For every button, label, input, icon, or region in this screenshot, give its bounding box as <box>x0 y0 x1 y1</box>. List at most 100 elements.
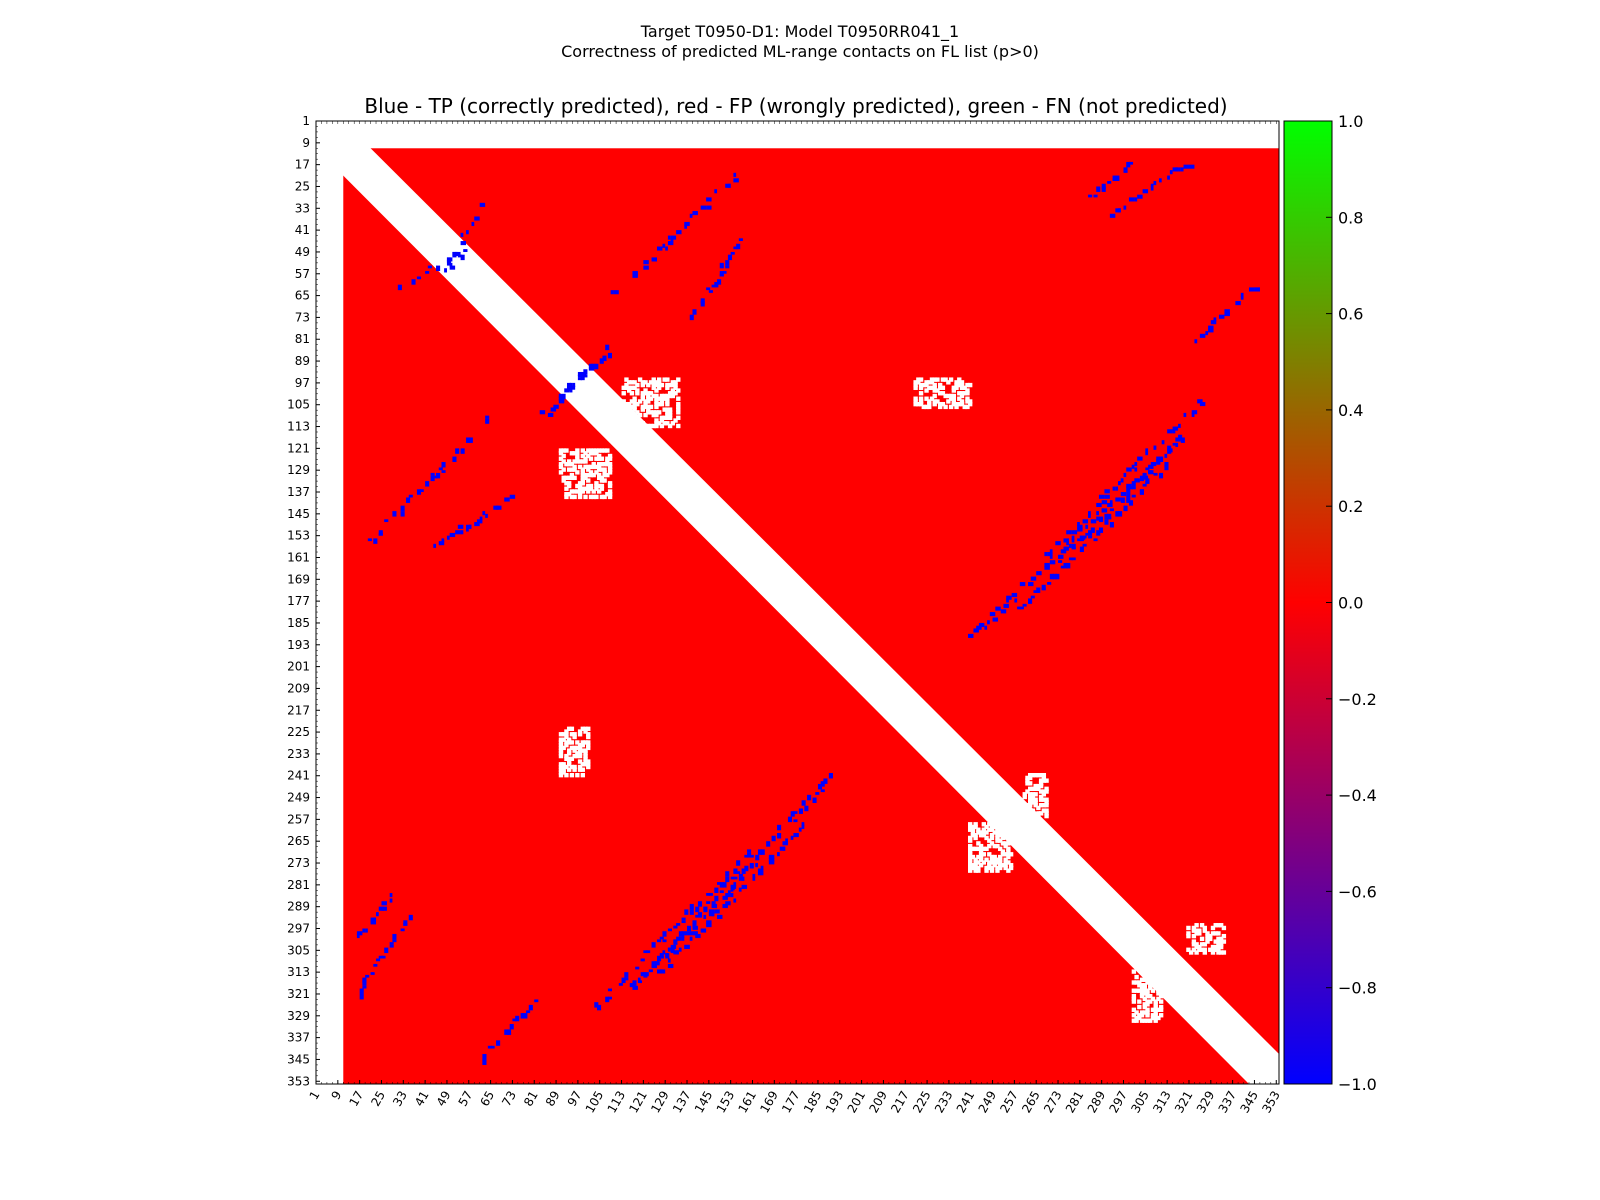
white-cell <box>580 748 585 753</box>
white-cell <box>1216 936 1221 942</box>
white-cell <box>651 412 656 418</box>
white-cell <box>670 380 676 385</box>
white-cell <box>976 827 981 832</box>
white-cell <box>637 377 643 382</box>
white-cell <box>1030 797 1036 802</box>
white-cell <box>575 740 580 745</box>
tp-cell <box>1071 535 1075 540</box>
white-cell <box>932 377 937 382</box>
white-cell <box>1213 944 1218 950</box>
white-cell <box>583 753 588 759</box>
white-cell <box>591 464 596 470</box>
white-cell <box>962 385 967 390</box>
white-cell <box>588 472 594 478</box>
tp-cell <box>509 1023 514 1030</box>
y-tick-label: 105 <box>287 398 310 412</box>
y-tick-label: 145 <box>287 507 310 521</box>
white-cell <box>1145 1013 1150 1018</box>
white-cell <box>1150 974 1156 980</box>
white-cell <box>602 448 607 453</box>
white-cell <box>968 849 973 854</box>
white-cell <box>1153 1010 1158 1015</box>
white-cell <box>665 399 670 404</box>
tp-cell <box>706 197 712 202</box>
white-cell <box>646 399 651 404</box>
white-cell <box>594 494 599 500</box>
white-cell <box>918 382 924 388</box>
white-cell <box>924 382 929 388</box>
white-cell <box>1038 781 1044 786</box>
tp-cell <box>1248 287 1255 292</box>
tp-cell <box>697 912 703 918</box>
white-cell <box>566 751 572 756</box>
white-cell <box>569 745 575 751</box>
tp-cell <box>719 882 724 888</box>
white-cell <box>1199 947 1205 952</box>
tp-cell <box>725 876 730 883</box>
white-cell <box>659 396 665 401</box>
tp-cell <box>1139 475 1144 482</box>
tp-cell <box>1049 549 1053 554</box>
tp-cell <box>482 1053 487 1060</box>
colorbar-gradient <box>1283 120 1333 1085</box>
tp-cell <box>984 625 988 630</box>
white-cell <box>564 475 569 481</box>
white-cell <box>1025 775 1030 781</box>
white-cell <box>621 385 626 390</box>
tp-cell <box>1071 557 1076 561</box>
white-cell <box>968 852 973 857</box>
tp-cell <box>403 920 408 926</box>
tp-cell <box>1063 562 1068 569</box>
white-cell <box>965 399 970 404</box>
tp-cell <box>1109 500 1113 505</box>
tp-cell <box>1169 170 1173 175</box>
tp-cell <box>1131 486 1136 490</box>
tp-cell <box>1150 186 1154 191</box>
tp-cell <box>817 783 823 790</box>
tp-cell <box>687 931 693 936</box>
white-cell <box>1038 773 1044 778</box>
tp-cell <box>968 633 974 638</box>
white-cell <box>667 423 673 429</box>
tp-cell <box>1118 481 1121 486</box>
tp-cell <box>1112 178 1117 182</box>
white-cell <box>1156 977 1161 982</box>
white-cell <box>918 385 924 390</box>
tp-cell <box>708 290 713 293</box>
white-cell <box>1008 852 1014 857</box>
white-cell <box>575 448 580 453</box>
tp-cell <box>752 876 756 881</box>
y-tick-label: 25 <box>295 179 310 193</box>
x-tick-label: 233 <box>932 1089 956 1116</box>
tp-cell <box>1115 511 1120 517</box>
x-tick-label: 97 <box>565 1089 585 1109</box>
white-cell <box>575 470 580 475</box>
white-cell <box>561 448 566 453</box>
white-cell <box>572 767 577 772</box>
white-cell <box>924 396 929 401</box>
tp-cell <box>1093 538 1098 542</box>
white-cell <box>577 748 583 753</box>
white-cell <box>602 472 607 478</box>
white-cell <box>913 385 918 390</box>
white-cell <box>1006 830 1011 835</box>
white-cell <box>1000 852 1006 857</box>
tp-cell <box>697 901 703 907</box>
white-cell <box>1131 1018 1137 1023</box>
tp-cell <box>1098 494 1105 499</box>
white-cell <box>588 494 594 500</box>
white-cell <box>1134 1018 1139 1023</box>
tp-cell <box>722 882 727 888</box>
tp-cell <box>692 931 698 936</box>
tp-cell <box>692 920 697 926</box>
tp-cell <box>681 920 686 924</box>
white-cell <box>654 380 659 385</box>
y-tick-label: 217 <box>287 703 310 717</box>
tp-cell <box>643 265 649 270</box>
white-cell <box>667 412 673 418</box>
white-cell <box>1006 833 1011 838</box>
white-cell <box>968 827 973 832</box>
white-cell <box>564 742 569 748</box>
x-tick-label: 65 <box>477 1089 497 1109</box>
white-cell <box>558 773 564 778</box>
